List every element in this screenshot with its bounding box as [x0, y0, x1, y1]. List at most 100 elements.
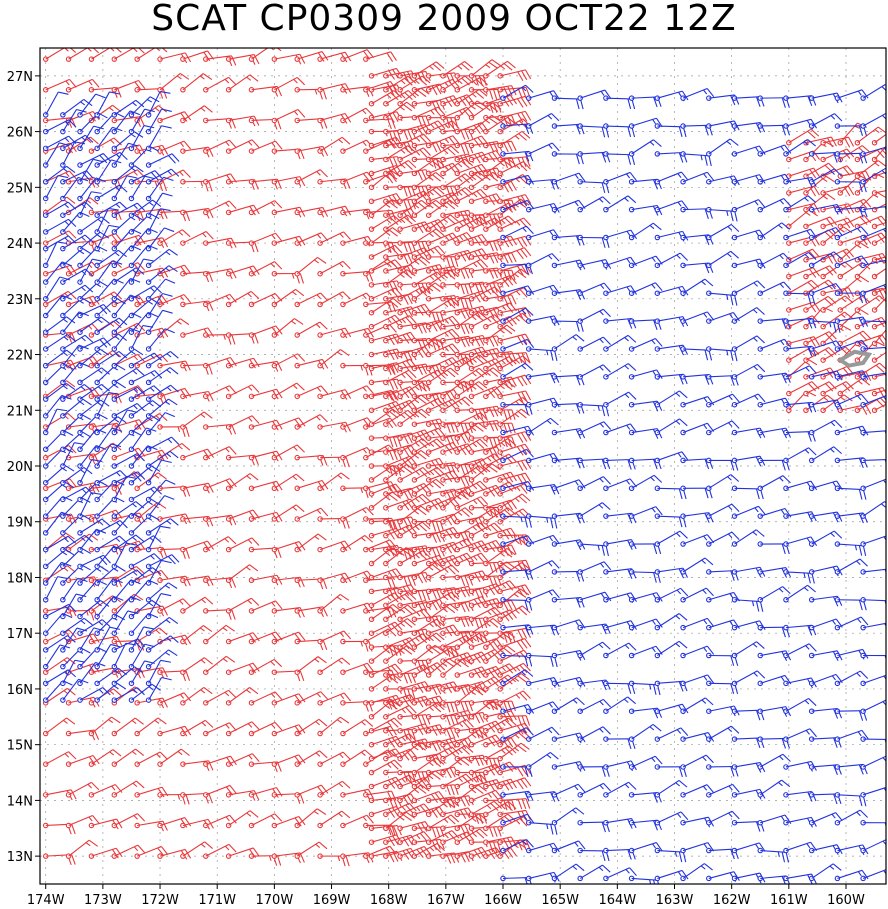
wind-barb — [294, 414, 328, 430]
wind-barb — [60, 176, 89, 202]
wind-barb — [808, 227, 843, 241]
wind-barb — [468, 419, 503, 432]
wind-barb — [65, 576, 100, 588]
wind-barb — [783, 624, 817, 636]
wind-barb — [111, 386, 146, 402]
wind-barb — [757, 144, 792, 157]
wind-barb — [871, 267, 886, 280]
wind-barb — [42, 165, 76, 185]
lon-tick-label: 174W — [27, 893, 65, 908]
wind-barb — [500, 307, 534, 324]
wind-barb — [628, 318, 662, 331]
wind-barb — [497, 408, 530, 427]
wind-barb — [157, 692, 192, 706]
wind-barb — [340, 49, 375, 62]
wind-barb — [397, 394, 430, 414]
wind-barb — [111, 110, 141, 135]
wind-barb — [808, 736, 842, 748]
wind-barb — [786, 209, 818, 230]
wind-barb — [468, 800, 503, 818]
wind-barb — [500, 764, 533, 778]
wind-barb — [128, 370, 163, 386]
wind-barb — [203, 200, 237, 216]
wind-barb — [294, 206, 329, 218]
wind-barb — [157, 817, 192, 829]
wind-barb — [111, 368, 145, 386]
wind-barb — [854, 215, 886, 230]
wind-barb — [860, 786, 886, 798]
wind-barb — [317, 657, 351, 675]
lon-tick-label: 162W — [713, 893, 751, 908]
wind-barb — [368, 547, 402, 567]
wind-barb — [628, 222, 662, 241]
wind-barb — [411, 618, 445, 636]
wind-barb — [411, 418, 446, 431]
wind-barb — [425, 78, 460, 93]
wind-barb — [654, 779, 688, 798]
wind-barb — [860, 457, 886, 464]
wind-barb — [680, 123, 713, 136]
wind-barb — [397, 784, 430, 804]
wind-barb — [654, 847, 687, 863]
wind-barb — [225, 662, 260, 675]
wind-barb — [94, 224, 120, 252]
wind-barb — [128, 244, 158, 269]
wind-barb — [440, 718, 474, 734]
wind-barb — [42, 495, 73, 519]
wind-barb — [128, 579, 159, 603]
wind-barb — [454, 438, 488, 455]
wind-barb — [680, 754, 714, 770]
wind-barb — [128, 567, 162, 586]
wind-barb — [383, 727, 416, 740]
wind-barb — [145, 125, 172, 152]
wind-barb — [383, 160, 417, 177]
wind-barb — [783, 228, 818, 241]
wind-barb — [383, 409, 417, 427]
wind-barb — [497, 235, 532, 248]
wind-barb — [411, 587, 445, 600]
wind-barb — [500, 813, 535, 826]
wind-barb — [603, 423, 638, 436]
wind-barb — [483, 813, 517, 832]
wind-barb — [248, 721, 283, 737]
wind-barb — [397, 803, 432, 818]
wind-barb — [383, 704, 417, 720]
wind-barb — [425, 357, 460, 372]
wind-barb — [77, 125, 104, 152]
wind-barb — [440, 232, 474, 246]
wind-barb — [42, 394, 72, 419]
wind-barb — [860, 112, 886, 129]
wind-barb — [871, 222, 886, 230]
wind-barb — [271, 815, 306, 829]
wind-barb — [497, 69, 532, 82]
wind-barb — [42, 561, 72, 586]
wind-barb — [483, 547, 516, 567]
lon-tick-label: 166W — [484, 893, 522, 908]
wind-barb — [871, 389, 886, 397]
wind-barb — [628, 474, 663, 492]
wind-barb — [128, 108, 155, 135]
wind-barb — [500, 727, 534, 742]
wind-barb — [111, 534, 145, 553]
wind-barb — [77, 93, 106, 118]
wind-barb — [111, 453, 145, 469]
wind-barb — [271, 353, 306, 369]
island-outline — [836, 349, 873, 368]
wind-barb — [60, 170, 94, 185]
wind-barb — [706, 138, 739, 157]
wind-barb — [497, 110, 532, 123]
wind-barb — [203, 536, 237, 553]
wind-barb — [368, 700, 401, 720]
wind-barb — [368, 759, 403, 776]
wind-barb — [42, 91, 69, 118]
wind-barb — [77, 231, 110, 252]
wind-barb — [497, 605, 531, 623]
wind-barb — [500, 669, 534, 687]
wind-barb — [42, 751, 77, 767]
wind-barb — [577, 401, 610, 417]
wind-barb — [577, 282, 612, 296]
wind-barb — [628, 618, 663, 631]
wind-barb — [860, 736, 886, 745]
wind-barb — [248, 658, 283, 675]
